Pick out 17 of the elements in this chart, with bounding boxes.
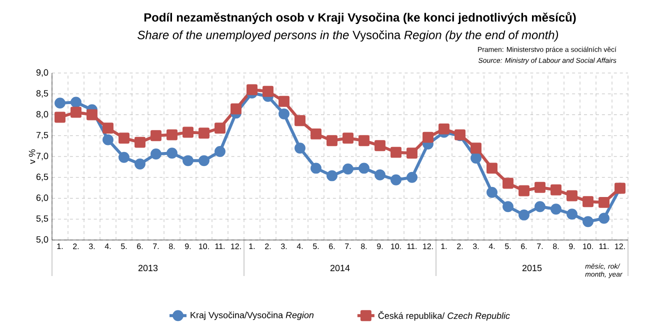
y-tick-label: 7,5 (36, 132, 48, 140)
legend-label: Česká republika/ Czech Republic (378, 310, 510, 321)
y-axis-title: v % (28, 149, 36, 164)
chart-title: Podíl nezaměstnaných osob v Kraji Vysočina (ke konci jednotlivých měsíců) (144, 12, 576, 24)
y-tick-label: 5,5 (36, 215, 48, 223)
text: 2015 (522, 264, 542, 272)
text: 2014 (330, 264, 350, 272)
y-tick-label: 6,5 (36, 174, 48, 182)
y-tick-label: 6,0 (36, 194, 48, 202)
chart-subtitle: Share of the unemployed persons in the Vysočina Region (by the end of month) (138, 30, 558, 42)
y-tick-label: 7,0 (36, 152, 48, 160)
text: 2013 (138, 264, 158, 272)
y-tick-label: 8,5 (36, 90, 48, 98)
legend-label: Kraj Vysočina/Vysočina Region (190, 312, 314, 320)
y-tick-label: 5,0 (36, 236, 48, 244)
y-tick-label: 9,0 (36, 69, 48, 77)
y-tick-label: 8,0 (36, 111, 48, 118)
